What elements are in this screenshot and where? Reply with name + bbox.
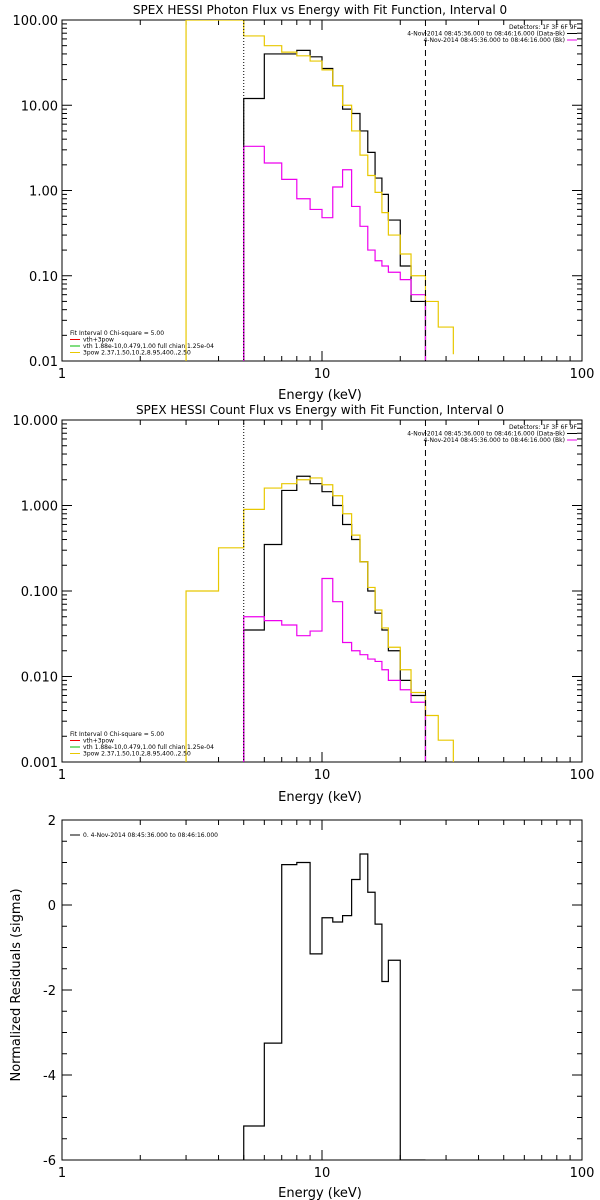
photon-legend-left-entry: vth+3pow	[83, 337, 114, 344]
photon-legend-left-entry: vth 1.88e-10,0.479,1.00 full chian 1.25e…	[83, 343, 214, 350]
residuals-axes-frame	[61, 819, 583, 1161]
count-legend-right-header: Detectors: 1F 3F 6F 9F	[509, 424, 578, 431]
photon-xtick-label: 10	[314, 367, 331, 382]
photon-plot: 1 10 100 0.01 0.10 1.00 10.00 100.00 Detectors: …	[13, 14, 595, 382]
count-series-background	[243, 577, 427, 762]
residuals-ylabel: Normalized Residuals (sigma)	[9, 888, 24, 1081]
count-title: SPEX HESSI Count Flux vs Energy with Fit…	[136, 403, 504, 417]
count-legend-left-entry: 3pow 2.37,1.50,10.2,8.95,400.,2.50	[83, 751, 191, 758]
photon-legend-left-entry: 3pow 2.37,1.50,10.2,8.95,400.,2.50	[83, 350, 191, 357]
count-legend-right-entry: 4-Nov-2014 08:45:36.000 to 08:46:16.000 …	[423, 437, 565, 444]
residuals-legend-topleft-entry: 0. 4-Nov-2014 08:45:36.000 to 08:46:16.0…	[83, 832, 218, 839]
photon-ytick-label: 1.00	[29, 185, 58, 200]
count-ytick-label: 0.001	[21, 756, 58, 771]
count-xlabel: Energy (keV)	[278, 790, 362, 805]
count-series-data	[243, 475, 427, 762]
count-panel: SPEX HESSI Count Flux vs Energy with Fit…	[136, 403, 504, 805]
photon-xlabel: Energy (keV)	[278, 388, 362, 403]
residuals-ytick-label: 2	[48, 814, 56, 829]
photon-series-model	[185, 20, 454, 361]
photon-panel: SPEX HESSI Photon Flux vs Energy with Fi…	[133, 3, 507, 403]
residuals-xtick-label: 10	[314, 1166, 331, 1181]
count-series-model	[185, 477, 454, 762]
photon-legend-right-entry: 4-Nov-2014 08:45:36.000 to 08:46:16.000 …	[407, 31, 565, 38]
count-xtick-label: 100	[570, 768, 595, 783]
photon-xtick-label: 100	[570, 367, 595, 382]
count-ytick-label: 0.100	[21, 585, 58, 600]
count-xtick-label: 1	[58, 768, 66, 783]
count-legend-left-entry: vth 1.88e-10,0.479,1.00 full chian 1.25e…	[83, 744, 214, 751]
photon-ytick-label: 10.00	[21, 99, 58, 114]
residuals-ytick-label: -6	[43, 1154, 56, 1169]
count-xtick-label: 10	[314, 768, 331, 783]
photon-legend-left-header: Fit Interval 0 Chi-square = 5.00	[70, 330, 164, 337]
count-plot: 1 10 100 0.001 0.010 0.100 1.000 10.000 Detector…	[13, 414, 595, 783]
photon-axes-frame	[61, 19, 583, 362]
residuals-xlabel: Energy (keV)	[278, 1186, 362, 1200]
count-legend-left-header: Fit Interval 0 Chi-square = 5.00	[70, 731, 164, 738]
photon-title: SPEX HESSI Photon Flux vs Energy with Fi…	[133, 3, 507, 17]
residuals-xtick-label: 1	[58, 1166, 66, 1181]
photon-legend-right-entry: 4-Nov-2014 08:45:36.000 to 08:46:16.000 …	[423, 37, 565, 44]
photon-ytick-label: 100.00	[13, 14, 59, 29]
count-ytick-label: 10.000	[13, 414, 59, 429]
photon-series-background	[243, 145, 427, 361]
photon-legend-right-header: Detectors: 1F 3F 6F 9F	[509, 24, 578, 31]
residuals-ytick-label: 0	[48, 899, 56, 914]
photon-series-data	[243, 49, 427, 361]
count-legend-right-entry: 4-Nov-2014 08:45:36.000 to 08:46:16.000 …	[407, 431, 565, 438]
count-ytick-label: 0.010	[21, 671, 58, 686]
photon-xtick-label: 1	[58, 367, 66, 382]
photon-ytick-label: 0.10	[29, 270, 58, 285]
count-ytick-label: 1.000	[21, 500, 58, 515]
residuals-ytick-label: -2	[43, 984, 56, 999]
photon-ytick-label: 0.01	[29, 355, 58, 370]
residuals-ytick-label: -4	[43, 1069, 56, 1084]
residuals-series-data	[243, 853, 426, 1160]
residuals-plot: 1 10 100 -6 -4 -2 0 2 0. 4-Nov-2014 08:45:36.000…	[43, 814, 594, 1181]
residuals-xtick-label: 100	[570, 1166, 595, 1181]
residuals-panel: Energy (keV) Normalized Residuals (sigma…	[9, 888, 362, 1200]
count-legend-left-entry: vth+3pow	[83, 738, 114, 745]
